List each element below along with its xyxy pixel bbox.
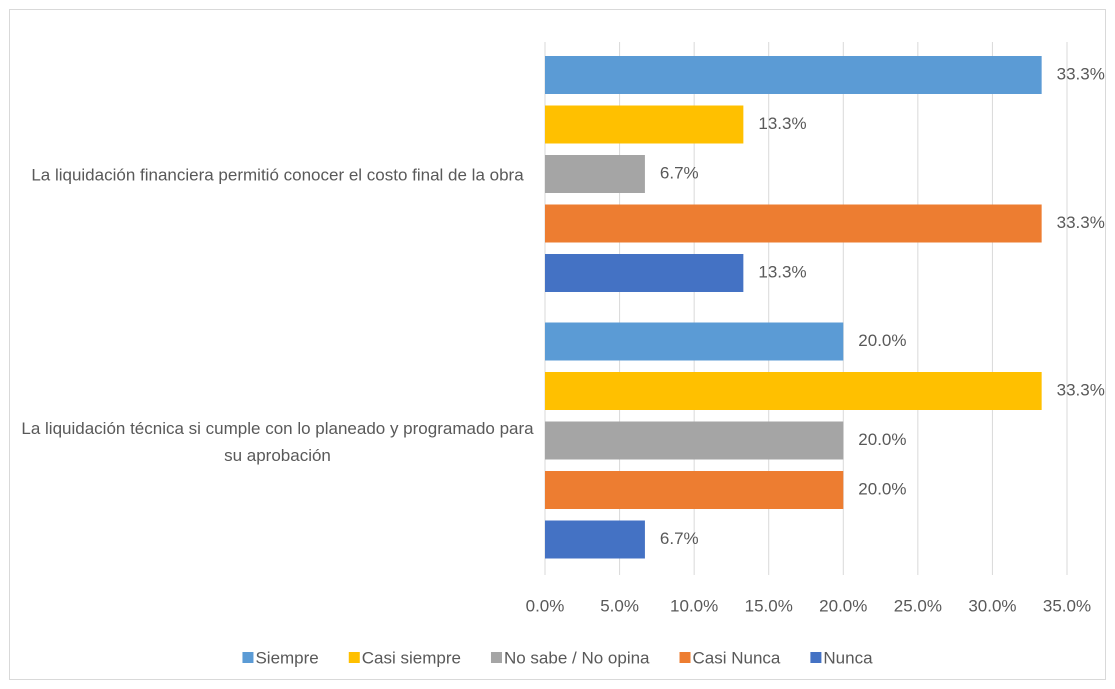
bar: [545, 204, 1042, 243]
x-tick-label: 15.0%: [745, 596, 793, 615]
data-label: 13.3%: [758, 262, 806, 281]
bar: [545, 520, 645, 559]
legend-swatch: [348, 652, 360, 663]
legend-label: Siempre: [255, 648, 318, 667]
data-label: 6.7%: [660, 529, 699, 548]
legend-label: No sabe / No opina: [504, 648, 650, 667]
bar: [545, 155, 645, 193]
data-label: 20.0%: [858, 430, 906, 449]
data-label: 33.3%: [1057, 380, 1105, 399]
data-label: 13.3%: [758, 114, 806, 133]
x-tick-label: 0.0%: [526, 596, 565, 615]
legend-label: Casi siempre: [362, 648, 461, 667]
bar: [545, 372, 1042, 410]
x-tick-label: 5.0%: [600, 596, 639, 615]
bar: [545, 254, 744, 292]
bar: [545, 322, 844, 361]
data-label: 20.0%: [858, 331, 906, 350]
x-tick-label: 30.0%: [968, 596, 1016, 615]
x-tick-label: 25.0%: [894, 596, 942, 615]
bar: [545, 105, 744, 144]
x-tick-label: 35.0%: [1043, 596, 1091, 615]
y-tick-label: La liquidación financiera permitió conoc…: [31, 165, 524, 185]
legend-label: Nunca: [823, 648, 873, 667]
y-tick-label: La liquidación técnica si cumple con lo …: [21, 418, 534, 465]
bar: [545, 471, 844, 509]
bar: [545, 56, 1042, 94]
legend-swatch: [679, 652, 691, 663]
legend-label: Casi Nunca: [693, 648, 781, 667]
x-tick-label: 20.0%: [819, 596, 867, 615]
legend-swatch: [490, 652, 502, 663]
legend-swatch: [242, 652, 254, 663]
data-label: 20.0%: [858, 479, 906, 498]
bar: [545, 421, 844, 460]
data-label: 33.3%: [1057, 213, 1105, 232]
data-label: 33.3%: [1057, 64, 1105, 83]
x-tick-label: 10.0%: [670, 596, 718, 615]
legend-swatch: [810, 652, 822, 663]
data-label: 6.7%: [660, 163, 699, 182]
